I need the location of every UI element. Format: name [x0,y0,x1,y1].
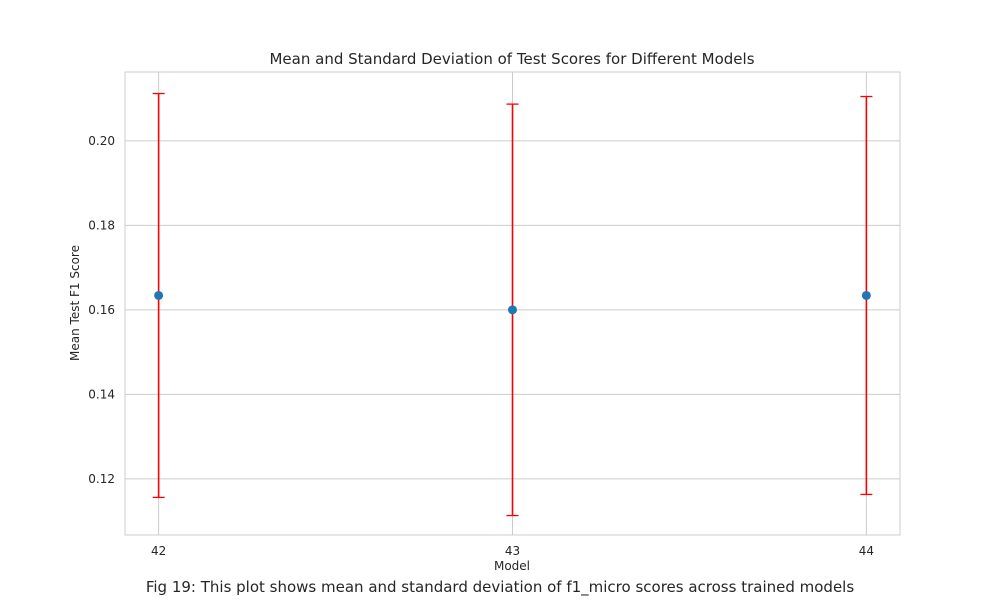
plot-frame [124,71,901,536]
y-tick-label: 0.18 [88,218,115,232]
data-point [508,305,517,315]
y-axis-label: Mean Test F1 Score [68,245,82,361]
figure-caption: Fig 19: This plot shows mean and standar… [145,578,855,596]
error-bar-chart: 0.12 0.14 0.16 0.18 0.20 42 43 44 Mean and Stan… [68,50,901,573]
y-tick-label: 0.12 [88,472,115,486]
x-axis-label: Model [494,559,530,573]
point-layer [154,290,871,315]
x-tick-label: 42 [151,544,166,558]
data-point [154,290,164,300]
x-tick-label: 44 [859,544,874,558]
tick-layer: 0.12 0.14 0.16 0.18 0.20 42 43 44 [88,134,874,558]
y-tick-label: 0.16 [88,303,115,317]
y-tick-label: 0.14 [88,387,115,401]
y-tick-label: 0.20 [88,134,115,148]
errorbar-layer [152,92,873,517]
chart-title: Mean and Standard Deviation of Test Scor… [269,50,754,68]
x-tick-label: 43 [505,544,520,558]
data-point [861,290,871,300]
